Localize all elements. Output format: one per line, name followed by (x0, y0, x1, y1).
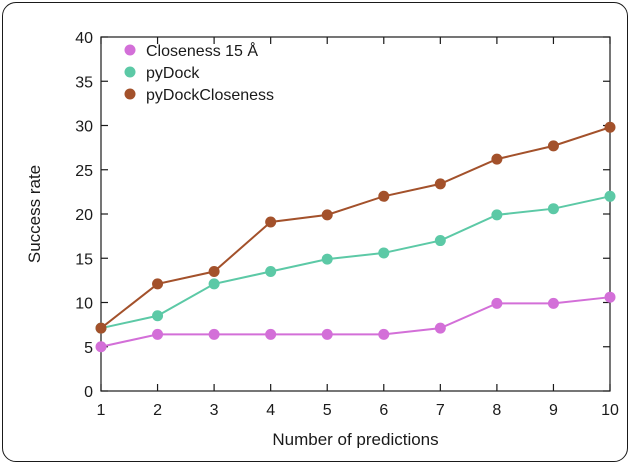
legend-label: Closeness 15 Å (146, 41, 258, 60)
x-tick-label: 6 (379, 402, 388, 419)
series-1 (95, 291, 616, 353)
data-point (265, 216, 277, 228)
series-layer (95, 121, 616, 353)
data-point (152, 328, 164, 340)
legend-marker (124, 44, 136, 56)
x-tick-label: 2 (153, 402, 162, 419)
data-point (434, 322, 446, 334)
legend-label: pyDockCloseness (146, 87, 274, 104)
x-tick-label: 5 (323, 402, 332, 419)
series-line (100, 195, 611, 330)
series-3 (95, 121, 616, 334)
legend-marker (124, 88, 136, 100)
data-point (265, 266, 277, 278)
x-tick-label: 8 (492, 402, 501, 419)
data-point (604, 121, 616, 133)
data-point (434, 178, 446, 190)
y-tick-label: 10 (75, 296, 93, 313)
data-point (208, 266, 220, 278)
series-2 (95, 190, 616, 334)
series-line (100, 126, 611, 329)
x-tick-label: 4 (266, 402, 275, 419)
data-point (434, 235, 446, 247)
y-tick-label: 35 (75, 74, 93, 91)
data-point (378, 328, 390, 340)
x-tick-label: 3 (210, 402, 219, 419)
legend-label: pyDock (146, 65, 200, 82)
data-point (321, 328, 333, 340)
y-tick-label: 5 (84, 340, 93, 357)
data-point (321, 209, 333, 221)
legend-marker (124, 66, 136, 78)
y-tick-label: 0 (84, 384, 93, 401)
data-point (378, 247, 390, 259)
x-axis-label: Number of predictions (272, 430, 438, 448)
x-tick-label: 9 (549, 402, 558, 419)
data-point (604, 190, 616, 202)
y-tick-label: 15 (75, 251, 93, 268)
data-point (95, 322, 107, 334)
data-point (604, 291, 616, 303)
data-point (491, 297, 503, 309)
data-point (208, 328, 220, 340)
data-point (152, 278, 164, 290)
success-rate-line-chart: 0 5 10 15 20 25 30 35 40 1 2 3 4 5 6 7 8 9 10 Closeness 15… (25, 30, 619, 448)
data-point (491, 153, 503, 165)
data-point (378, 190, 390, 202)
y-axis-label: Success rate (25, 165, 44, 263)
legend: Closeness 15 Å pyDock pyDockCloseness (124, 41, 274, 104)
x-tick-label: 10 (601, 402, 619, 419)
y-tick-label: 25 (75, 163, 93, 180)
axis-ticks: 0 5 10 15 20 25 30 35 40 1 2 3 4 5 6 7 8 9 10 (75, 30, 619, 419)
y-tick-label: 40 (75, 30, 93, 47)
x-tick-label: 1 (97, 402, 106, 419)
data-point (152, 310, 164, 322)
data-point (95, 341, 107, 353)
x-tick-label: 7 (436, 402, 445, 419)
data-point (321, 253, 333, 265)
data-point (265, 328, 277, 340)
y-tick-label: 20 (75, 207, 93, 224)
y-tick-label: 30 (75, 119, 93, 136)
series-line (100, 296, 611, 348)
data-point (491, 209, 503, 221)
data-point (208, 278, 220, 290)
data-point (547, 203, 559, 215)
data-point (547, 297, 559, 309)
data-point (547, 140, 559, 152)
